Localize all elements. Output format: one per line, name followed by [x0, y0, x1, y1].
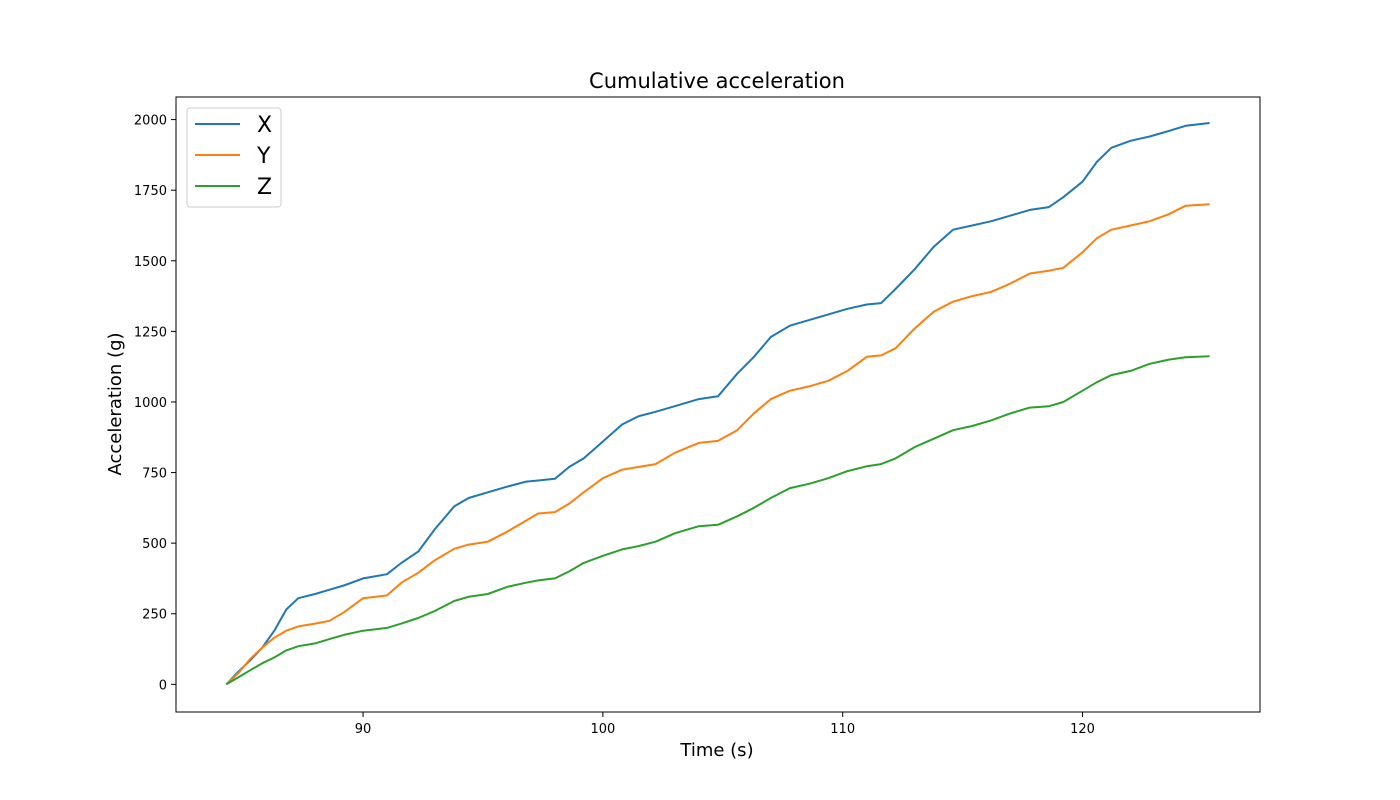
x-axis-label: Time (s) — [679, 740, 753, 761]
x-tick-label: 100 — [590, 722, 615, 737]
y-tick-label: 500 — [142, 537, 167, 552]
legend-box — [186, 107, 282, 208]
chart-title: Cumulative acceleration — [589, 69, 845, 93]
legend: XYZ — [186, 107, 282, 208]
y-tick-label: 1000 — [134, 396, 167, 411]
x-tick-label: 120 — [1070, 722, 1095, 737]
y-tick-label: 0 — [159, 678, 167, 693]
series-line-x — [225, 122, 1210, 685]
series-line-y — [225, 203, 1210, 686]
y-tick-label: 250 — [142, 608, 167, 623]
plot-frame — [175, 96, 1261, 713]
y-tick-label: 1750 — [134, 184, 167, 199]
y-tick-label: 1500 — [134, 255, 167, 270]
series-line-z — [225, 355, 1210, 686]
y-tick-label: 2000 — [134, 114, 167, 129]
legend-label-z: Z — [257, 175, 272, 200]
legend-label-y: Y — [256, 144, 271, 169]
y-tick-label: 750 — [142, 467, 167, 482]
series-lines — [225, 122, 1210, 686]
x-tick-label: 110 — [830, 722, 855, 737]
x-axis-ticks: 90 100 110 120 — [355, 712, 1095, 737]
legend-label-x: X — [257, 113, 272, 138]
y-tick-label: 1250 — [134, 325, 167, 340]
y-axis-ticks: 0 250 500 750 1000 1250 1500 1750 2000 — [134, 114, 176, 693]
y-axis-label: Acceleration (g) — [105, 332, 126, 475]
x-tick-label: 90 — [355, 722, 372, 737]
